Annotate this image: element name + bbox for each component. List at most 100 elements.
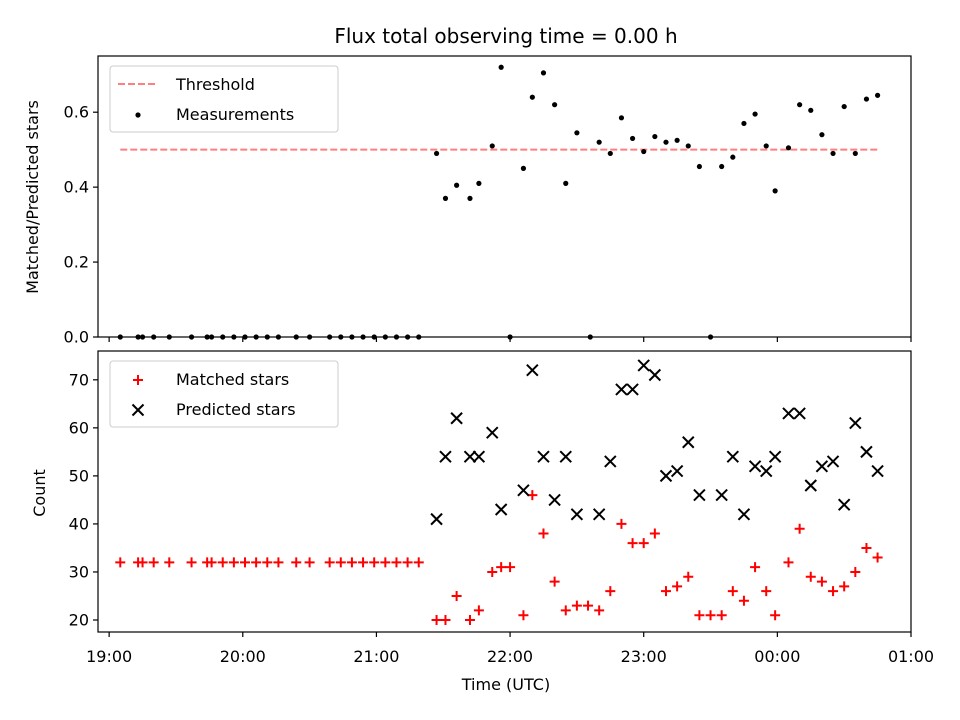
data-point xyxy=(240,557,251,568)
x-tick-label: 23:00 xyxy=(621,647,667,666)
data-point xyxy=(741,120,747,127)
data-point xyxy=(685,143,691,149)
data-point xyxy=(750,562,761,573)
top-y-axis-label: Matched/Predicted stars xyxy=(23,100,42,294)
data-point xyxy=(454,182,460,188)
data-point xyxy=(487,566,498,577)
data-point xyxy=(430,512,443,526)
data-point xyxy=(494,503,508,516)
data-point xyxy=(335,557,346,568)
data-point xyxy=(391,557,402,568)
data-point xyxy=(629,135,636,142)
data-point xyxy=(871,464,884,478)
y-tick-label: 50 xyxy=(69,466,89,485)
data-point xyxy=(563,180,569,186)
data-point xyxy=(872,552,883,563)
data-point xyxy=(369,557,380,568)
x-tick-label: 22:00 xyxy=(487,647,533,666)
y-tick-label: 0.4 xyxy=(64,178,89,197)
data-point xyxy=(761,586,772,597)
data-point xyxy=(748,460,762,473)
data-point xyxy=(304,557,315,568)
legend-label: Threshold xyxy=(175,75,255,94)
data-point xyxy=(849,416,862,430)
bottom-y-axis-label: Count xyxy=(30,469,49,517)
y-tick-label: 30 xyxy=(69,562,89,581)
data-point xyxy=(737,508,751,521)
data-point xyxy=(808,107,814,113)
data-point xyxy=(841,103,847,110)
data-point xyxy=(540,70,547,76)
data-point xyxy=(627,538,638,549)
data-point xyxy=(763,143,769,149)
data-point xyxy=(529,94,535,100)
data-point xyxy=(760,464,773,478)
data-point xyxy=(251,557,262,568)
x-tick-label: 21:00 xyxy=(353,647,399,666)
data-point xyxy=(472,450,486,463)
legend-label: Predicted stars xyxy=(176,400,296,419)
y-tick-label: 40 xyxy=(69,514,89,533)
data-point xyxy=(649,528,660,539)
data-point xyxy=(828,586,839,597)
legend-box xyxy=(109,65,339,133)
data-point xyxy=(358,557,369,568)
data-point xyxy=(498,64,504,70)
data-point xyxy=(476,180,482,186)
x-tick-label: 19:00 xyxy=(86,647,132,666)
legend-label: Measurements xyxy=(176,105,294,124)
data-point xyxy=(115,557,126,568)
data-point xyxy=(637,359,650,372)
data-point xyxy=(604,455,617,468)
data-point xyxy=(616,518,627,529)
data-point xyxy=(648,368,662,382)
legend-marker xyxy=(135,112,141,118)
data-point xyxy=(719,163,725,170)
data-point xyxy=(804,479,817,492)
data-point xyxy=(505,562,516,573)
data-point xyxy=(526,364,539,377)
data-point xyxy=(715,488,728,502)
data-point xyxy=(463,450,477,463)
data-point xyxy=(164,557,175,568)
data-point xyxy=(473,605,484,616)
y-tick-label: 0.2 xyxy=(64,253,89,272)
data-point xyxy=(783,557,794,568)
data-point xyxy=(451,590,462,601)
data-point xyxy=(570,508,584,521)
data-point xyxy=(574,130,580,136)
data-point xyxy=(346,557,357,568)
data-point xyxy=(705,610,716,621)
data-point xyxy=(638,538,649,549)
data-point xyxy=(518,610,529,621)
data-point xyxy=(837,498,851,511)
legend: Threshold Measurements xyxy=(109,65,339,133)
data-point xyxy=(772,188,778,194)
data-point xyxy=(496,562,507,573)
series-1-0 xyxy=(115,490,883,625)
data-point xyxy=(683,571,694,582)
data-point xyxy=(839,581,850,592)
data-point xyxy=(402,557,413,568)
data-point xyxy=(615,383,628,396)
data-point xyxy=(560,605,571,616)
data-point xyxy=(549,576,560,587)
y-tick-label: 70 xyxy=(69,370,89,389)
data-point xyxy=(186,557,197,568)
data-point xyxy=(850,566,861,577)
data-point xyxy=(206,557,217,568)
data-point xyxy=(228,557,239,568)
data-point xyxy=(450,412,463,425)
data-point xyxy=(273,557,284,568)
data-point xyxy=(489,143,495,149)
data-point xyxy=(874,92,881,98)
data-point xyxy=(861,542,872,553)
legend: Matched stars Predicted stars xyxy=(109,360,339,428)
data-point xyxy=(652,133,658,140)
data-point xyxy=(694,610,705,621)
data-point xyxy=(738,595,749,606)
data-point xyxy=(618,115,625,121)
data-point xyxy=(797,102,803,108)
legend-marker xyxy=(133,375,143,385)
